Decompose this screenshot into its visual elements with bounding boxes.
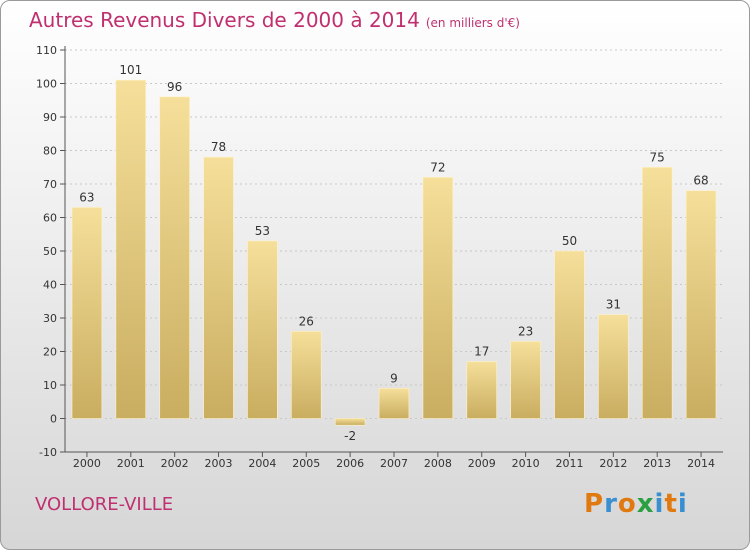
- y-tick-label: 110: [36, 44, 57, 57]
- bar: [510, 341, 541, 419]
- y-tick-label: 0: [50, 413, 57, 426]
- data-label: 78: [211, 140, 226, 154]
- x-tick-label: 2006: [336, 457, 364, 470]
- bar: [71, 207, 103, 419]
- data-label: 17: [474, 345, 489, 359]
- bar: [378, 388, 410, 419]
- bar: [203, 156, 234, 419]
- bar: [334, 418, 366, 426]
- x-tick-label: 2013: [643, 457, 671, 470]
- title-text: Autres Revenus Divers de 2000 à 2014: [29, 8, 420, 32]
- bar: [466, 361, 497, 419]
- logo-letter: o: [617, 489, 637, 519]
- x-tick-label: 2011: [555, 457, 583, 470]
- y-tick-label: 60: [43, 212, 57, 225]
- y-tick-label: 10: [43, 379, 57, 392]
- x-tick-label: 2012: [599, 457, 627, 470]
- y-tick-label: -10: [39, 446, 57, 459]
- bar: [554, 250, 585, 419]
- data-label: 68: [693, 174, 708, 188]
- y-tick-label: 70: [43, 178, 57, 191]
- data-label: 101: [119, 63, 142, 77]
- bar: [598, 314, 629, 419]
- logo-letter: r: [604, 489, 618, 519]
- x-tick-label: 2009: [468, 457, 496, 470]
- y-tick-label: 100: [36, 78, 57, 91]
- bar: [422, 177, 454, 419]
- x-tick-label: 2002: [161, 457, 189, 470]
- x-tick-label: 2001: [117, 457, 145, 470]
- y-tick-label: 90: [43, 111, 57, 124]
- commune-name: VOLLORE-VILLE: [35, 494, 174, 515]
- data-label: 9: [390, 371, 398, 385]
- y-tick-label: 80: [43, 145, 57, 158]
- y-tick-label: 30: [43, 312, 57, 325]
- logo-letter: t: [664, 489, 678, 519]
- bar: [291, 331, 322, 419]
- data-label: 63: [79, 190, 94, 204]
- x-tick-label: 2008: [424, 457, 452, 470]
- bar: [159, 96, 190, 419]
- proxiti-logo: Proxiti: [584, 489, 688, 519]
- bar: [685, 190, 717, 419]
- data-label: 72: [430, 160, 445, 174]
- y-tick-label: 20: [43, 346, 57, 359]
- y-tick-label: 50: [43, 245, 57, 258]
- x-tick-label: 2005: [292, 457, 320, 470]
- logo-letter: i: [677, 489, 688, 519]
- logo-letter: x: [636, 489, 655, 519]
- data-label: 50: [562, 234, 577, 248]
- data-label: 26: [299, 314, 314, 328]
- chart-title: Autres Revenus Divers de 2000 à 2014 (en …: [29, 8, 520, 32]
- x-tick-label: 2000: [73, 457, 101, 470]
- data-label: 53: [255, 224, 270, 238]
- x-tick-label: 2003: [205, 457, 233, 470]
- data-label: 96: [167, 80, 182, 94]
- bar: [641, 166, 673, 419]
- bar: [247, 240, 278, 419]
- data-label: -2: [344, 429, 356, 443]
- x-tick-label: 2010: [512, 457, 540, 470]
- x-tick-label: 2007: [380, 457, 408, 470]
- x-tick-label: 2014: [687, 457, 715, 470]
- data-label: 31: [606, 298, 621, 312]
- y-tick-label: 40: [43, 279, 57, 292]
- unit-text: (en milliers d'€): [425, 16, 520, 30]
- logo-letter: i: [654, 489, 665, 519]
- x-tick-label: 2004: [248, 457, 276, 470]
- data-label: 75: [650, 150, 665, 164]
- logo-letter: P: [584, 489, 605, 519]
- bar: [115, 79, 147, 419]
- data-label: 23: [518, 324, 533, 338]
